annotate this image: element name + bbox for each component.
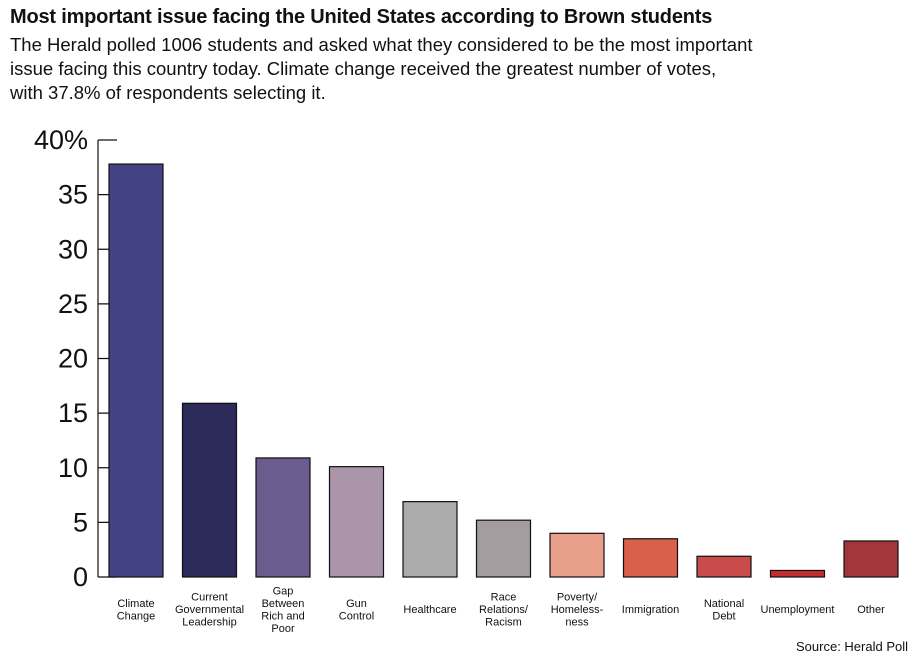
y-tick-label: 0 bbox=[73, 562, 88, 592]
bar bbox=[549, 532, 605, 578]
y-tick-label: 5 bbox=[73, 507, 88, 537]
x-tick-label: Immigration bbox=[622, 604, 679, 616]
source-note: Source: Herald Poll bbox=[796, 639, 908, 654]
x-tick-label: Current Governmental Leadership bbox=[175, 592, 244, 629]
y-tick-label: 35 bbox=[58, 180, 88, 210]
bar bbox=[181, 402, 238, 578]
bars bbox=[108, 163, 899, 578]
x-tick-label: Poverty/Homeless-ness bbox=[551, 592, 604, 629]
subtitle-line-2: issue facing this country today. Climate… bbox=[10, 58, 717, 79]
y-tick-label: 10 bbox=[58, 453, 88, 483]
bar bbox=[328, 466, 385, 578]
subtitle-line-1: The Herald polled 1006 students and aske… bbox=[10, 34, 753, 55]
chart-subtitle: The Herald polled 1006 students and aske… bbox=[10, 33, 915, 105]
x-tick-label: Gun Control bbox=[339, 598, 374, 623]
x-tick-label: Climate Change bbox=[117, 598, 156, 623]
x-tick-label: Other bbox=[857, 604, 885, 616]
bar bbox=[402, 501, 458, 578]
x-tick-label: National Debt bbox=[704, 598, 744, 623]
subtitle-line-3: with 37.8% of respondents selecting it. bbox=[10, 82, 326, 103]
bar bbox=[475, 519, 532, 578]
bar bbox=[622, 538, 679, 578]
x-axis-labels: Climate Change Current Governmental Leadersh… bbox=[117, 585, 885, 635]
x-tick-label: Unemployment bbox=[761, 604, 835, 616]
x-tick-label: Race Relations/Racism bbox=[479, 592, 529, 629]
bar bbox=[108, 163, 164, 578]
y-tick-label: 15 bbox=[58, 398, 88, 428]
bar bbox=[696, 555, 752, 578]
y-axis: 0 5 10 15 20 25 30 35 40% bbox=[34, 125, 117, 592]
bar bbox=[769, 569, 826, 578]
x-tick-label: Gap Between Rich and Poor bbox=[261, 585, 304, 635]
y-tick-label: 30 bbox=[58, 234, 88, 264]
chart-title: Most important issue facing the United S… bbox=[10, 6, 713, 28]
bar bbox=[843, 540, 899, 578]
bar bbox=[255, 457, 311, 578]
y-tick-label: 20 bbox=[58, 344, 88, 374]
y-tick-label: 25 bbox=[58, 289, 88, 319]
y-tick-label: 40% bbox=[34, 125, 88, 155]
x-tick-label: Healthcare bbox=[403, 604, 456, 616]
